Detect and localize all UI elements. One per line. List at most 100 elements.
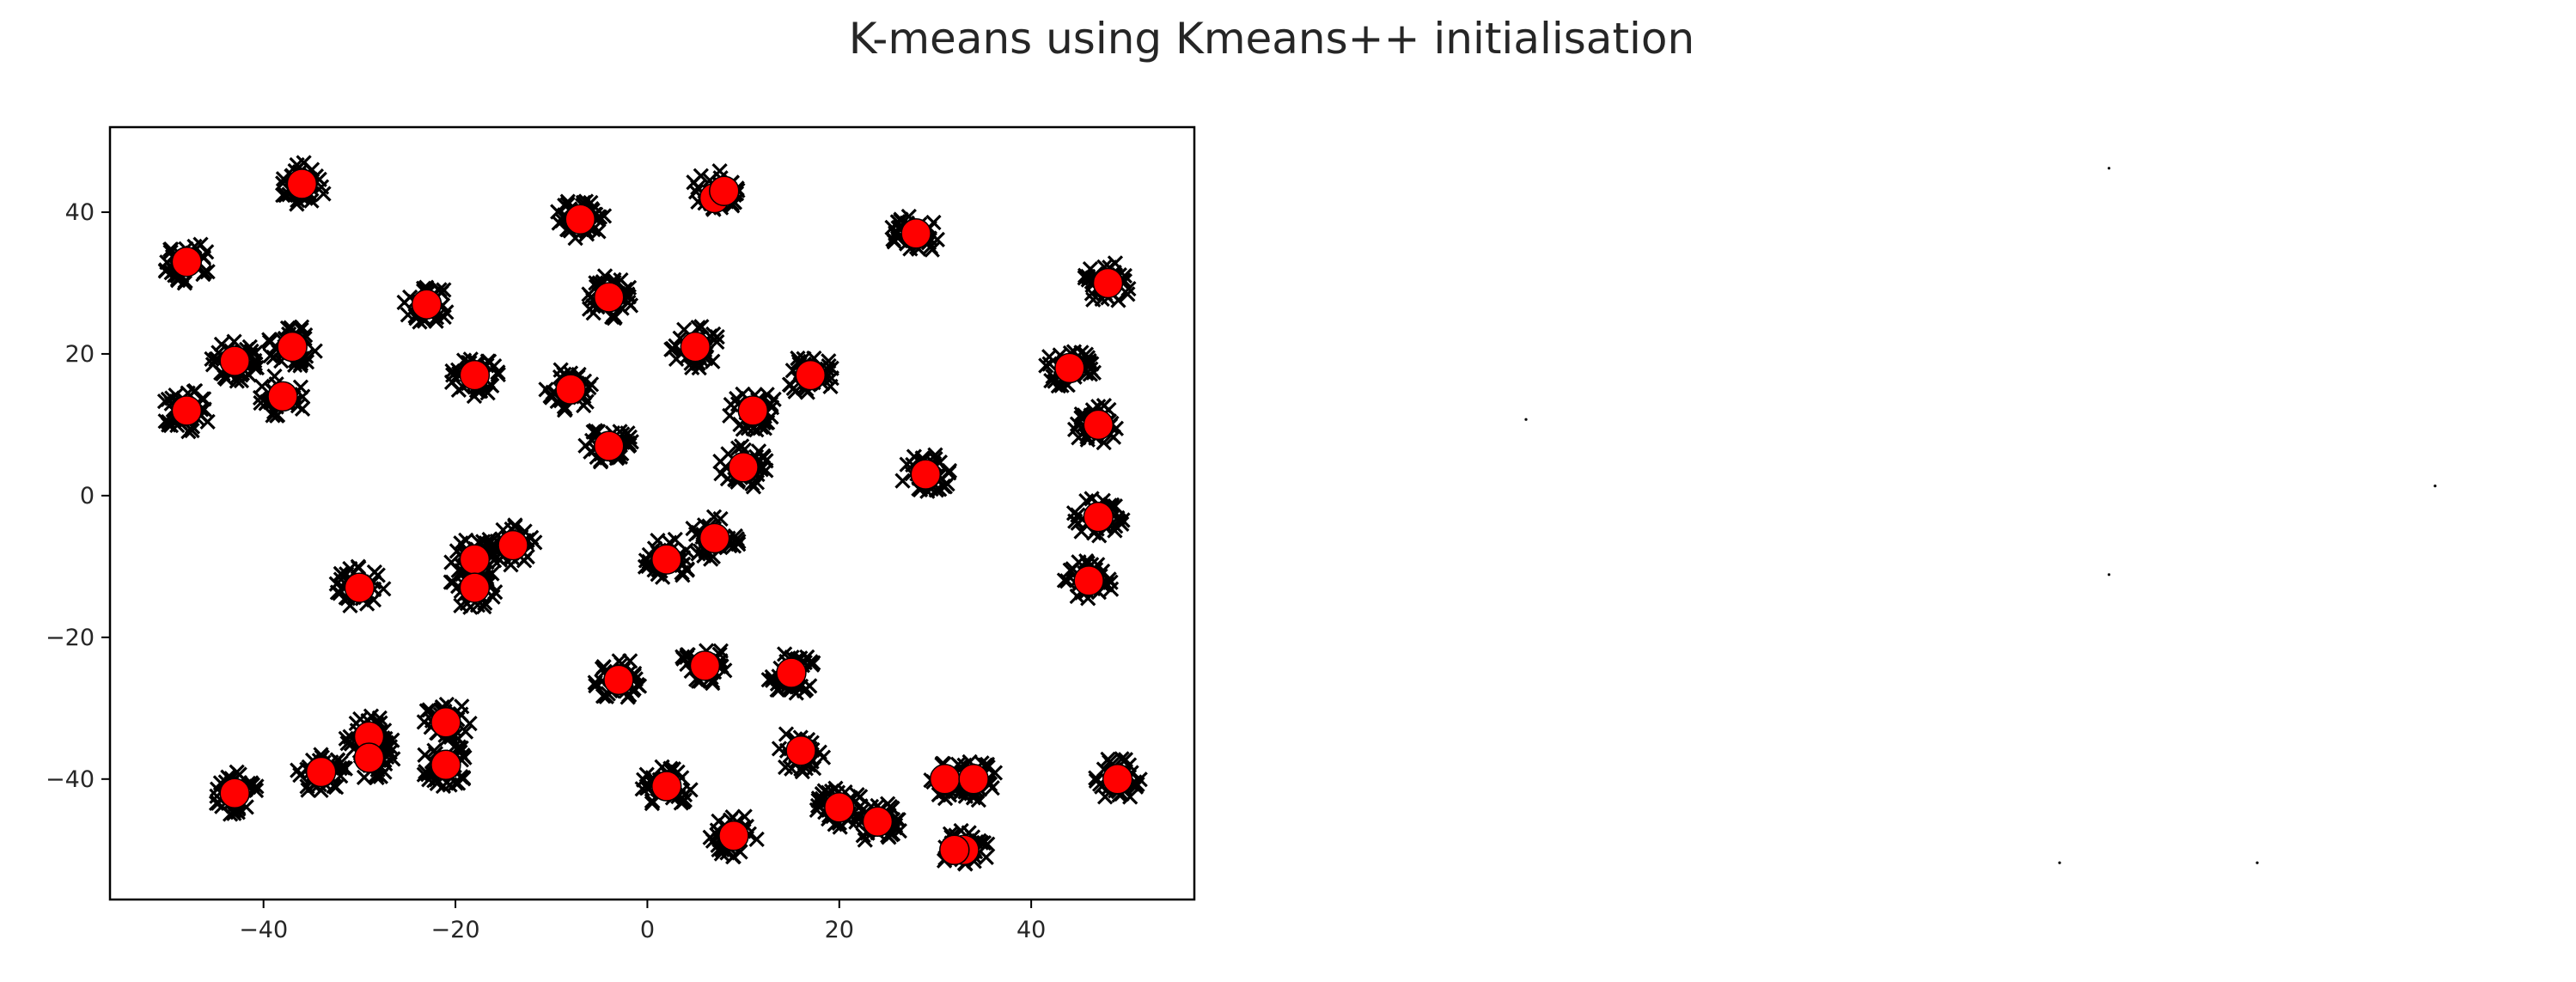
x-marker-point (1056, 572, 1073, 589)
centroid-point (718, 820, 749, 851)
x-marker-point (289, 196, 305, 212)
x-marker-point (1114, 751, 1130, 767)
centroid-point (776, 657, 807, 688)
x-marker-point (980, 836, 996, 852)
x-marker-point (712, 454, 729, 470)
x-marker-point (1120, 286, 1136, 302)
centroid-point (277, 331, 308, 363)
x-tick-label: 0 (640, 917, 655, 943)
x-marker-point (848, 814, 864, 830)
x-marker-point (461, 716, 478, 732)
x-marker-point (713, 845, 729, 862)
x-marker-point (832, 819, 848, 835)
kmeans-scatter-axes: −40 −20 0 20 40 −40 −20 0 20 40 (46, 125, 1196, 943)
centroid-point (1073, 565, 1104, 596)
centroid-point (267, 381, 298, 412)
x-marker-point (745, 479, 762, 495)
x-marker-point (157, 413, 174, 430)
centroid-point (900, 217, 931, 249)
x-marker-point (481, 531, 497, 548)
x-marker-point (622, 297, 639, 314)
x-marker-point (248, 778, 265, 795)
y-tick-label: 20 (65, 341, 95, 368)
centroid-point (603, 664, 634, 696)
centroid-point (497, 529, 528, 561)
centroid-point (344, 572, 375, 603)
y-tick-label: −20 (46, 625, 95, 651)
centroid-point (939, 834, 970, 866)
centroid-point (219, 778, 250, 809)
x-marker-point (1073, 523, 1090, 540)
x-marker-point (457, 723, 474, 740)
centroid-point (171, 246, 203, 278)
x-marker-point (1067, 513, 1084, 529)
x-marker-point (604, 308, 620, 326)
sparse-point (2256, 861, 2259, 864)
centroid-point (459, 544, 491, 575)
y-tick-label: 0 (80, 483, 95, 509)
x-tick-label: 20 (825, 917, 854, 943)
x-marker-point (247, 352, 263, 369)
centroid-point (958, 764, 989, 795)
x-marker-point (438, 304, 455, 320)
x-marker-point (620, 437, 637, 454)
x-marker-point (675, 650, 692, 667)
x-marker-point (307, 343, 323, 359)
x-marker-point (1069, 416, 1086, 432)
sparse-point (2107, 167, 2111, 170)
x-marker-point (369, 567, 386, 583)
centroid-point (171, 395, 203, 426)
x-marker-point (693, 168, 709, 184)
centroid-point (593, 282, 625, 313)
centroid-markers (171, 168, 1133, 866)
centroid-point (305, 756, 337, 788)
x-marker-point (372, 768, 389, 784)
x-marker-point (1059, 573, 1076, 589)
x-marker-point (668, 351, 685, 367)
centroid-point (353, 742, 385, 773)
centroid-point (219, 345, 250, 376)
x-marker-point (315, 186, 332, 202)
figure-suptitle: K-means using Kmeans++ initialisation (849, 14, 1694, 64)
centroid-point (795, 359, 827, 391)
x-tick-label: 40 (1016, 917, 1046, 943)
y-tick-label: −40 (46, 766, 95, 793)
x-marker-point (1120, 281, 1137, 297)
x-marker-point (805, 655, 821, 671)
x-axis-ticks: −40 −20 0 20 40 (239, 900, 1046, 943)
y-tick-label: 40 (65, 199, 95, 226)
sparse-point (2107, 573, 2111, 576)
centroid-point (689, 650, 721, 681)
x-marker-point (590, 223, 607, 240)
x-marker-point (691, 359, 707, 376)
centroid-point (286, 168, 318, 199)
x-marker-point (226, 333, 242, 350)
centroid-point (737, 395, 769, 426)
x-marker-point (443, 374, 461, 390)
x-marker-point (894, 473, 911, 489)
centroid-point (699, 522, 730, 554)
centroid-point (862, 806, 894, 838)
y-axis-ticks: −40 −20 0 20 40 (46, 199, 110, 793)
x-marker-point (158, 262, 174, 278)
x-marker-point (1082, 355, 1098, 372)
centroid-point (459, 359, 491, 391)
centroid-point (1083, 501, 1114, 533)
centroid-point (593, 430, 625, 461)
x-marker-point (1102, 574, 1119, 590)
centroid-point (929, 764, 961, 795)
x-marker-point (1038, 357, 1054, 374)
x-marker-point (199, 264, 216, 280)
x-marker-point (939, 476, 955, 492)
sparse-points-axes (1524, 167, 2437, 864)
centroid-point (430, 749, 461, 781)
x-marker-point (771, 741, 788, 757)
x-marker-point (891, 823, 907, 839)
x-marker-point (778, 726, 795, 742)
x-marker-point (435, 778, 452, 795)
centroid-point (1102, 764, 1133, 795)
centroid-point (565, 204, 595, 235)
x-marker-point (351, 559, 367, 576)
centroid-point (709, 175, 740, 206)
centroid-point (411, 289, 443, 320)
